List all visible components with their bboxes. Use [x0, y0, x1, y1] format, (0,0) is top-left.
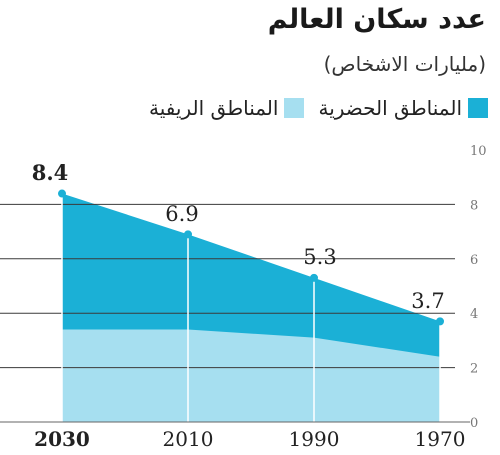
legend-item-urban: المناطق الحضرية — [318, 96, 488, 120]
data-point-1990 — [310, 273, 318, 282]
data-label-1990: 5.3 — [303, 245, 336, 269]
legend-label-urban: المناطق الحضرية — [318, 96, 462, 120]
data-label-2030: 8.4 — [32, 160, 69, 185]
legend-swatch-rural — [284, 98, 305, 118]
y-tick-label-6: 6 — [470, 253, 478, 268]
legend-swatch-urban — [468, 98, 488, 118]
y-tick-label-4: 4 — [470, 307, 478, 322]
x-tick-label-1990: 1990 — [289, 427, 340, 451]
data-point-2010 — [184, 230, 192, 239]
y-tick-label-2: 2 — [470, 362, 478, 377]
chart-title: عدد سكان العالم — [267, 4, 486, 35]
x-tick-label-2010: 2010 — [163, 427, 214, 451]
series-area-rural — [62, 329, 440, 422]
data-point-1970 — [436, 317, 444, 326]
chart-legend: المناطق الحضرية المناطق الريفية — [135, 96, 488, 120]
data-label-2010: 6.9 — [165, 202, 198, 226]
y-tick-label-0: 0 — [470, 416, 478, 431]
y-tick-label-8: 8 — [470, 198, 478, 213]
legend-label-rural: المناطق الريفية — [149, 96, 279, 120]
data-label-1970: 3.7 — [411, 289, 444, 313]
x-tick-label-2030: 2030 — [34, 427, 90, 451]
chart-subtitle: (مليارات الاشخاص) — [323, 52, 486, 76]
data-point-2030 — [58, 189, 66, 198]
legend-item-rural: المناطق الريفية — [149, 96, 305, 120]
y-tick-label-10: 10 — [470, 144, 487, 159]
x-tick-label-1970: 1970 — [415, 427, 466, 451]
